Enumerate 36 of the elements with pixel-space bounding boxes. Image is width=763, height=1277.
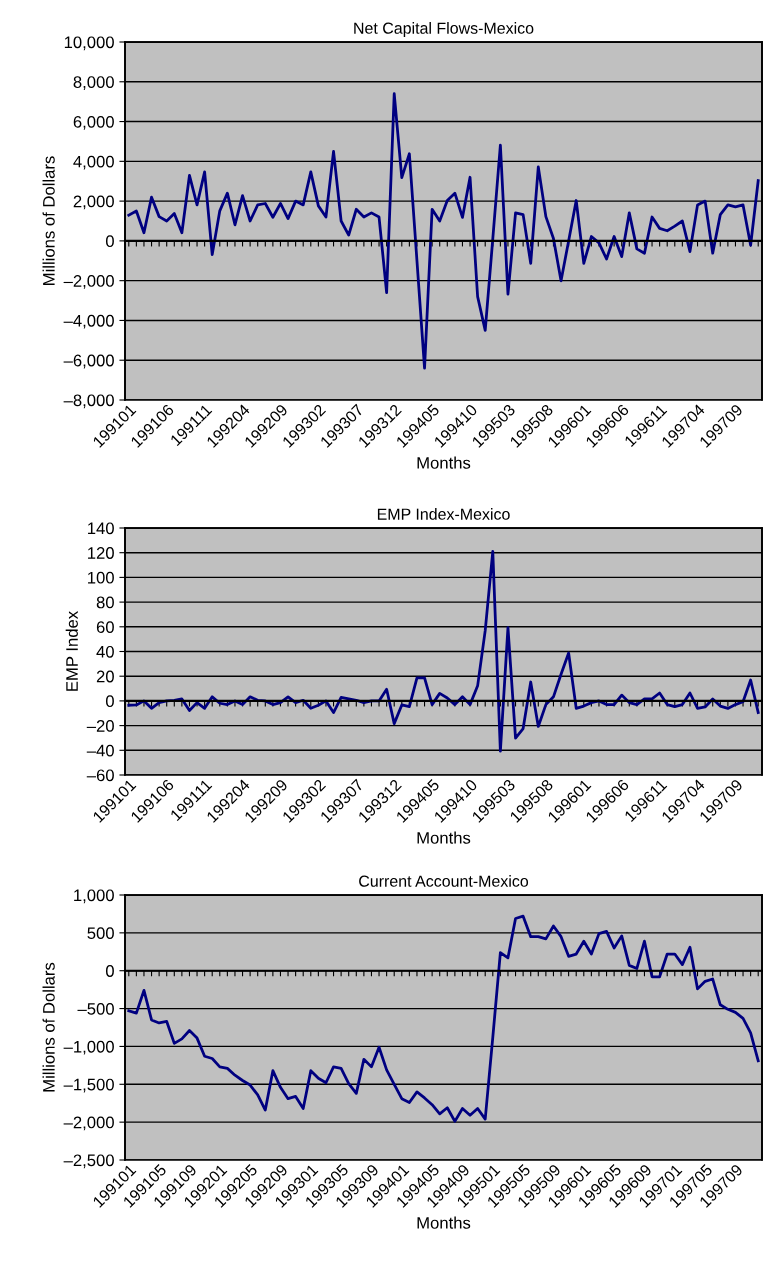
y-tick-label: 2,000 — [73, 195, 114, 210]
y-tick-label: 120 — [88, 547, 114, 559]
y-tick-label: 0 — [105, 965, 114, 977]
y-tick-label: –2,000 — [63, 275, 114, 289]
y-tick-label: –20 — [86, 720, 114, 732]
chart-title: Net Capital Flows-Mexico — [354, 22, 534, 37]
y-tick-label: –1,000 — [63, 1040, 114, 1055]
y-axis-title: Millions of Dollars — [42, 156, 55, 285]
y-axis-title: EMP Index — [65, 611, 78, 691]
y-tick-label: 10,000 — [64, 36, 114, 51]
y-tick-label: 0 — [105, 235, 114, 248]
y-tick-label: –2,000 — [63, 1116, 114, 1131]
y-tick-label: –6,000 — [63, 354, 114, 369]
chart-title: Current Account-Mexico — [359, 875, 529, 887]
y-axis-title: Millions of Dollars — [42, 962, 55, 1092]
y-tick-label: –40 — [86, 744, 114, 757]
y-tick-label: 80 — [96, 596, 114, 609]
y-tick-label: 100 — [88, 571, 114, 584]
y-tick-label: –1,500 — [63, 1078, 114, 1093]
y-tick-label: 60 — [96, 621, 114, 633]
x-axis-title: Months — [417, 1216, 471, 1229]
y-tick-label: 500 — [87, 927, 114, 940]
y-tick-label: –4,000 — [63, 314, 114, 329]
x-axis-title: Months — [417, 456, 471, 469]
y-tick-label: –60 — [86, 769, 114, 782]
x-axis-title: Months — [417, 831, 471, 844]
y-tick-label: 0 — [105, 695, 114, 708]
y-tick-label: 40 — [96, 645, 114, 658]
y-tick-label: 1,000 — [74, 889, 114, 904]
y-tick-label: 6,000 — [73, 115, 114, 130]
y-tick-label: 20 — [96, 670, 114, 683]
y-tick-label: –500 — [77, 1002, 114, 1015]
y-tick-label: 140 — [88, 522, 114, 535]
y-tick-label: 8,000 — [73, 76, 114, 90]
y-tick-label: 4,000 — [73, 155, 114, 170]
chart-title: EMP Index-Mexico — [377, 508, 510, 520]
